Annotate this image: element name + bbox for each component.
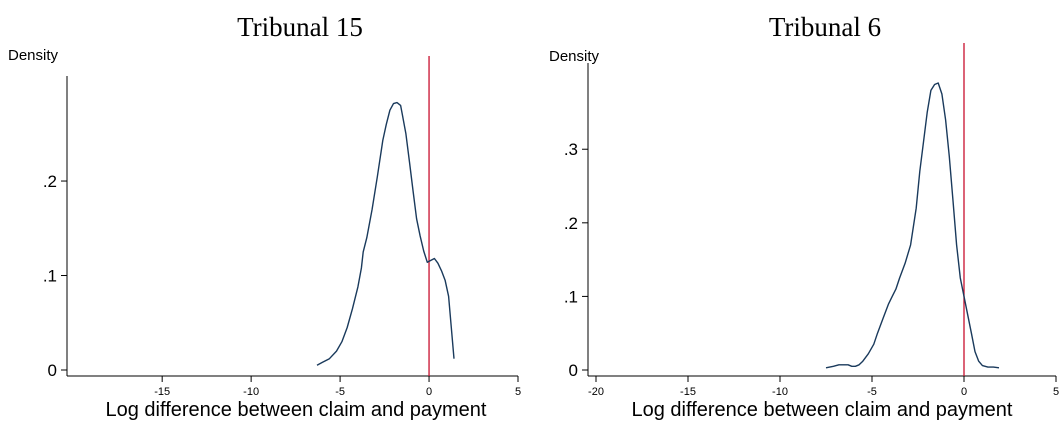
y-tick-label: .2	[564, 214, 578, 233]
y-tick-label: 0	[569, 361, 578, 380]
x-tick-label: -15	[154, 386, 170, 398]
x-axis-label: Log difference between claim and payment	[632, 399, 1013, 421]
y-tick-label: .2	[43, 172, 57, 191]
x-tick-label: -5	[867, 386, 877, 398]
x-tick-label: 0	[426, 386, 432, 398]
x-tick-label: -5	[335, 386, 345, 398]
x-tick-label: 0	[961, 386, 967, 398]
y-axis-label: Density	[8, 47, 59, 64]
chart-panel-1: Tribunal 15 Density Log difference between…	[8, 12, 521, 421]
chart-title: Tribunal 6	[769, 12, 881, 42]
y-tick-label: .1	[43, 267, 57, 286]
density-line	[825, 82, 1000, 369]
x-axis-label: Log difference between claim and payment	[106, 399, 487, 421]
x-tick-label: 5	[1053, 386, 1059, 398]
y-tick-label: .1	[564, 287, 578, 306]
x-tick-label: 5	[515, 386, 521, 398]
chart-title: Tribunal 15	[237, 12, 363, 42]
x-tick-label: -10	[772, 386, 788, 398]
chart-panel-2: Tribunal 6 Density Log difference between …	[549, 12, 1059, 421]
x-tick-label: -10	[243, 386, 259, 398]
y-axis-label: Density	[549, 48, 600, 65]
density-line	[316, 101, 455, 366]
x-tick-label: -15	[680, 386, 696, 398]
y-tick-label: .3	[564, 140, 578, 159]
y-tick-label: 0	[48, 361, 57, 380]
x-tick-label: -20	[588, 386, 604, 398]
